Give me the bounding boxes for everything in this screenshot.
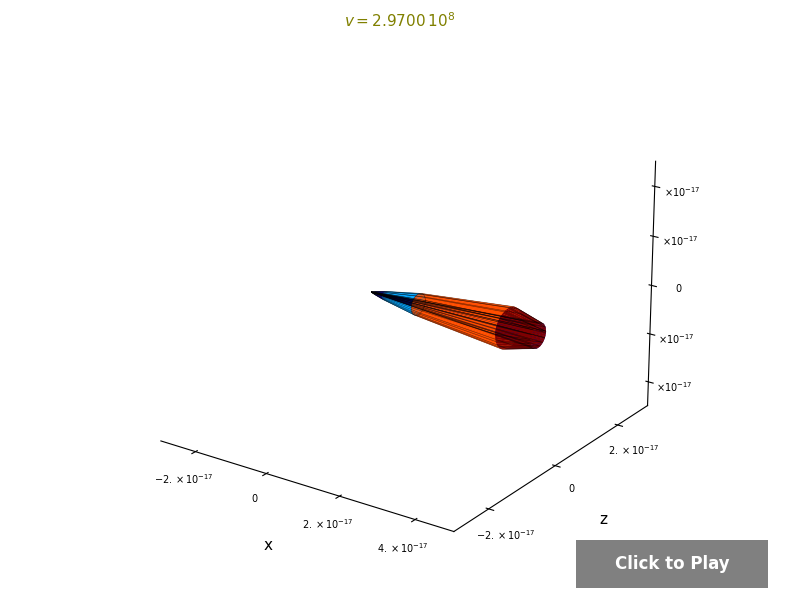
Text: $v = 2.9700\,10^{8}$: $v = 2.9700\,10^{8}$ [345, 11, 455, 30]
Y-axis label: z: z [599, 512, 607, 527]
X-axis label: x: x [263, 538, 272, 553]
Text: Click to Play: Click to Play [614, 555, 730, 573]
